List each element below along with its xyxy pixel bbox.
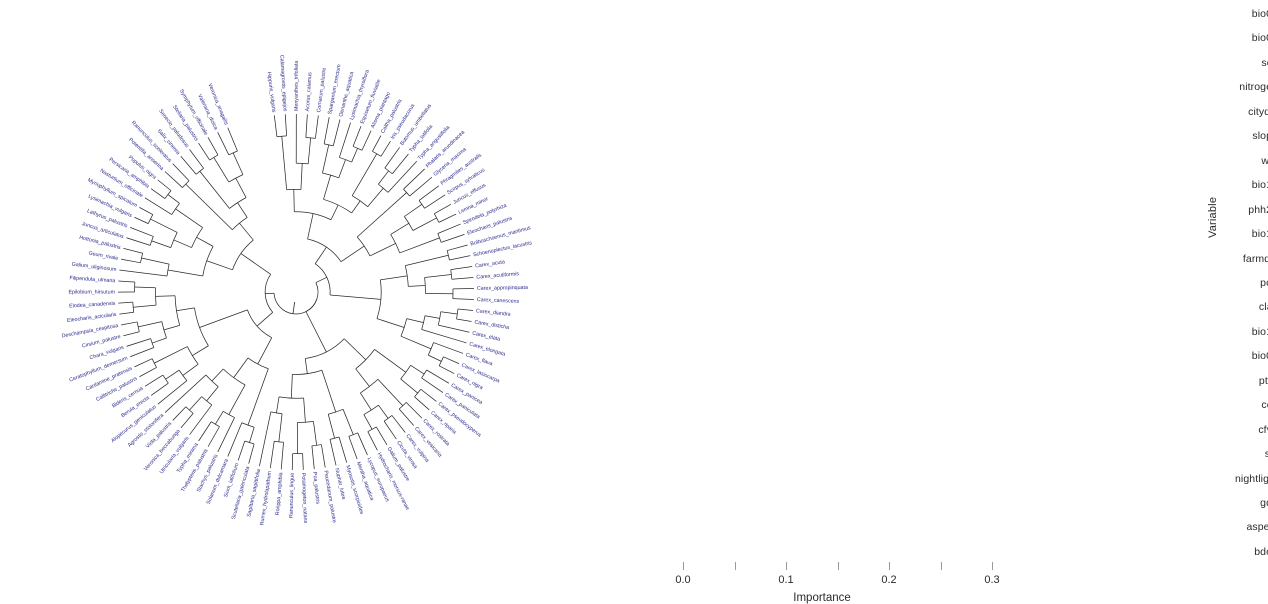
y-tick-label-pop: pop	[1212, 278, 1268, 289]
tree-tip-label: Menyanthes_trifoliata	[294, 61, 300, 111]
x-tick-label: 0.1	[778, 574, 793, 586]
y-tick-label-citydis: citydis	[1212, 107, 1268, 118]
y-tick-label-cfvo: cfvo	[1212, 424, 1268, 435]
x-tick-mark	[838, 562, 839, 570]
y-tick-label-clay: clay	[1212, 302, 1268, 313]
tree-tip-label: Ranunculus_lingua	[289, 473, 296, 518]
tree-tip-label: Geum_rivale	[88, 251, 119, 262]
y-axis-ticks: bio03 bio08 soc nitrogen citydis slope wtd bio1…	[1212, 0, 1268, 598]
y-tick-label-bio02: bio02	[1212, 351, 1268, 362]
tree-tip-label: Hippuris_vulgaris	[266, 72, 277, 113]
tree-tip-label: Acorus_calamus	[305, 72, 314, 112]
tree-tip-label: Carex_acuta	[475, 259, 506, 269]
tree-tip-label: Ceratophyllum_demersum	[69, 355, 130, 383]
y-tick-label-slope: slope	[1212, 131, 1268, 142]
y-tick-label-silt: silt	[1212, 449, 1268, 460]
y-tick-label-bio18: bio18	[1212, 229, 1268, 240]
y-tick-label-bio19: bio19	[1212, 180, 1268, 191]
tree-tip-label: Potamogeton_natans	[300, 473, 308, 524]
tree-tip-label: Epilobium_hirsutum	[68, 289, 115, 295]
y-tick-label-bio03: bio03	[1212, 9, 1268, 20]
tree-tip-label: Eleocharis_acicularis	[67, 312, 117, 324]
x-tick-mark	[786, 562, 787, 570]
x-tick-label: 0.3	[984, 574, 999, 586]
y-tick-label-cec: cec	[1212, 400, 1268, 411]
tree-tip-label: Elodea_canadensis	[69, 301, 116, 310]
tree-tip-label: Galium_uliginosum	[71, 262, 117, 274]
tree-tip-label: Carex_acutiformis	[476, 271, 519, 280]
tree-tip-label: Peucedanum_palustre	[322, 470, 337, 523]
y-tick-label-soc: soc	[1212, 58, 1268, 69]
tree-tip-label: Rumex_hydrolapathum	[259, 470, 273, 526]
tree-tip-label: Carex_canescens	[477, 297, 520, 305]
y-tick-label-nightlight: nightlight	[1212, 473, 1268, 484]
y-tick-label-bdod: bdod	[1212, 547, 1268, 558]
y-tick-label-wtd: wtd	[1212, 155, 1268, 166]
x-tick-label: 0.2	[881, 574, 896, 586]
x-tick-mark	[735, 562, 736, 570]
y-tick-label-bio08: bio08	[1212, 33, 1268, 44]
tree-tip-label: Nuphar_lutea	[333, 468, 346, 500]
y-tick-label-ptwi: ptwi	[1212, 376, 1268, 387]
y-tick-label-gdp: gdp	[1212, 498, 1268, 509]
tree-tip-label: Carex_appropinquata	[477, 285, 528, 292]
y-tick-label-bio15: bio15	[1212, 327, 1268, 338]
tree-branches	[118, 114, 474, 470]
tree-tip-label: Carex_elata	[472, 330, 501, 342]
x-tick-mark	[992, 562, 993, 570]
x-tick-mark	[683, 562, 684, 570]
tree-tip-label: Carex_diandra	[476, 308, 511, 318]
tree-tip-label: Comarum_palustre	[316, 67, 328, 112]
y-tick-label-farmdis: farmdis	[1212, 253, 1268, 264]
x-tick-mark	[941, 562, 942, 570]
y-tick-label-aspect: aspect	[1212, 522, 1268, 533]
tree-tip-label: Carex_disticha	[474, 319, 510, 331]
x-tick-label: 0.0	[675, 574, 690, 586]
tree-tip-label: Calamagrostis_epigejos	[278, 55, 287, 112]
tree-tip-label: Rorippa_amphibia	[275, 472, 285, 515]
tree-tip-label: Poa_palustris	[311, 472, 320, 505]
tree-tip-label: Filipendula_ulmaria	[69, 275, 115, 284]
y-tick-label-nitrogen: nitrogen	[1212, 82, 1268, 93]
x-tick-mark	[889, 562, 890, 570]
y-tick-label-phh2o: phh2o	[1212, 204, 1268, 215]
variable-importance-plot-panel: Variable bio03bio08socnitrogencitydisslo…	[600, 0, 1268, 598]
